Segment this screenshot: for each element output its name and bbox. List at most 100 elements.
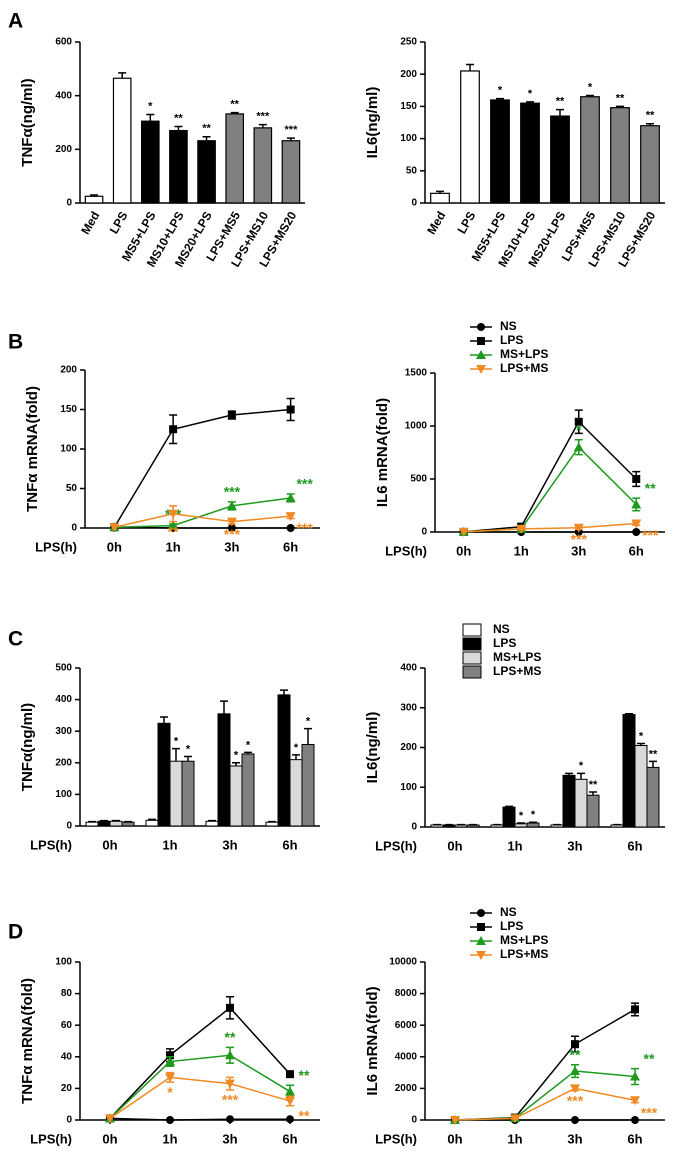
y-tick-label: 100 xyxy=(400,133,417,144)
point xyxy=(166,1116,174,1124)
y-tick-label: 4000 xyxy=(395,1051,418,1062)
y-tick-label: 0 xyxy=(411,1115,417,1126)
point xyxy=(165,1073,175,1083)
y-tick-label: 1000 xyxy=(405,421,428,432)
error-bar xyxy=(649,760,657,768)
point xyxy=(225,1050,235,1060)
x-tick-label: 0h xyxy=(102,1131,117,1146)
error-bar xyxy=(268,820,276,823)
line xyxy=(109,1117,290,1121)
error-bar xyxy=(529,821,537,824)
bar xyxy=(140,120,160,204)
annotation: ** xyxy=(225,1029,236,1045)
point xyxy=(285,492,296,502)
y-tick-label: 0 xyxy=(66,198,72,209)
annotation: * xyxy=(498,85,503,97)
bar xyxy=(169,129,188,204)
y-axis-label: IL6(ng/ml) xyxy=(364,712,381,784)
bar xyxy=(217,713,231,827)
x-tick-label: LPS xyxy=(107,209,131,236)
x-tick-label: 0h xyxy=(447,838,462,853)
point xyxy=(570,1066,580,1076)
y-tick-label: 50 xyxy=(406,165,418,176)
annotation: * xyxy=(531,809,536,821)
x-tick-label: 0h xyxy=(447,1131,462,1146)
legend-label: NS xyxy=(500,905,517,919)
annotation: ** xyxy=(589,779,598,791)
x-tick-label: 1h xyxy=(166,539,181,554)
x-tick-label: 1h xyxy=(162,1131,177,1146)
bar xyxy=(514,823,528,828)
point xyxy=(227,411,236,420)
y-axis-label: TNFα mRNA(fold) xyxy=(24,386,41,512)
point xyxy=(631,519,642,529)
point xyxy=(285,1097,295,1107)
y-tick-label: 200 xyxy=(55,144,72,155)
bar xyxy=(112,77,132,204)
error-bar xyxy=(230,111,239,114)
panel-label: D xyxy=(8,921,23,944)
y-tick-label: 200 xyxy=(55,757,72,768)
y-tick-label: 50 xyxy=(66,483,78,494)
point xyxy=(631,1005,639,1014)
point xyxy=(458,527,469,537)
error-bar xyxy=(436,190,444,194)
point xyxy=(286,405,295,414)
annotation: * xyxy=(234,750,239,762)
annotation: *** xyxy=(222,1092,239,1108)
bar xyxy=(622,714,636,828)
error-bar xyxy=(112,819,120,822)
error-bar xyxy=(586,94,594,97)
x-tick-label: 3h xyxy=(567,838,582,853)
y-tick-label: 0 xyxy=(411,198,417,209)
y-tick-label: 150 xyxy=(400,101,417,112)
point xyxy=(226,517,237,527)
bar xyxy=(574,778,588,828)
annotation: * xyxy=(579,760,584,772)
x-tick-label: 6h xyxy=(283,539,298,554)
error-bar xyxy=(637,742,645,746)
legend-label: LPS+MS xyxy=(493,664,541,678)
y-tick-label: 150 xyxy=(60,404,77,415)
legend-marker xyxy=(476,365,486,374)
bar xyxy=(646,766,660,828)
point xyxy=(516,524,527,534)
legend-marker xyxy=(476,350,486,359)
line xyxy=(109,1076,291,1120)
y-axis-label: IL6(ng/ml) xyxy=(364,87,381,159)
error-bar xyxy=(148,818,156,821)
bar xyxy=(197,140,216,204)
error-bar xyxy=(556,108,564,117)
bar xyxy=(586,794,600,828)
bar xyxy=(610,107,630,204)
point xyxy=(573,442,584,452)
point xyxy=(286,524,295,532)
legend-marker xyxy=(476,936,486,945)
annotation: * xyxy=(167,1084,173,1100)
line xyxy=(463,446,637,533)
annotation: *** xyxy=(641,1104,658,1120)
annotation: *** xyxy=(642,527,659,543)
bar xyxy=(229,765,243,827)
bar xyxy=(145,819,159,827)
point xyxy=(227,524,236,532)
error-bar xyxy=(118,72,127,79)
y-tick-label: 0 xyxy=(421,527,427,538)
annotation: ** xyxy=(649,748,658,760)
y-tick-label: 20 xyxy=(61,1083,73,1094)
point xyxy=(571,1116,579,1124)
y-tick-label: 500 xyxy=(410,474,427,485)
legend-label: LPS xyxy=(500,919,523,933)
y-axis-label: TNFα mRNA(fold) xyxy=(19,978,36,1104)
annotation: * xyxy=(306,716,311,728)
legend-marker xyxy=(477,323,485,331)
bar xyxy=(241,753,255,827)
y-tick-label: 2000 xyxy=(395,1083,418,1094)
line xyxy=(114,497,291,528)
x-tick-label: 1h xyxy=(514,543,529,558)
annotation: ** xyxy=(646,110,655,122)
error-bar xyxy=(220,700,228,714)
point xyxy=(166,1051,174,1060)
error-bar xyxy=(124,820,132,823)
error-bar xyxy=(496,97,504,100)
